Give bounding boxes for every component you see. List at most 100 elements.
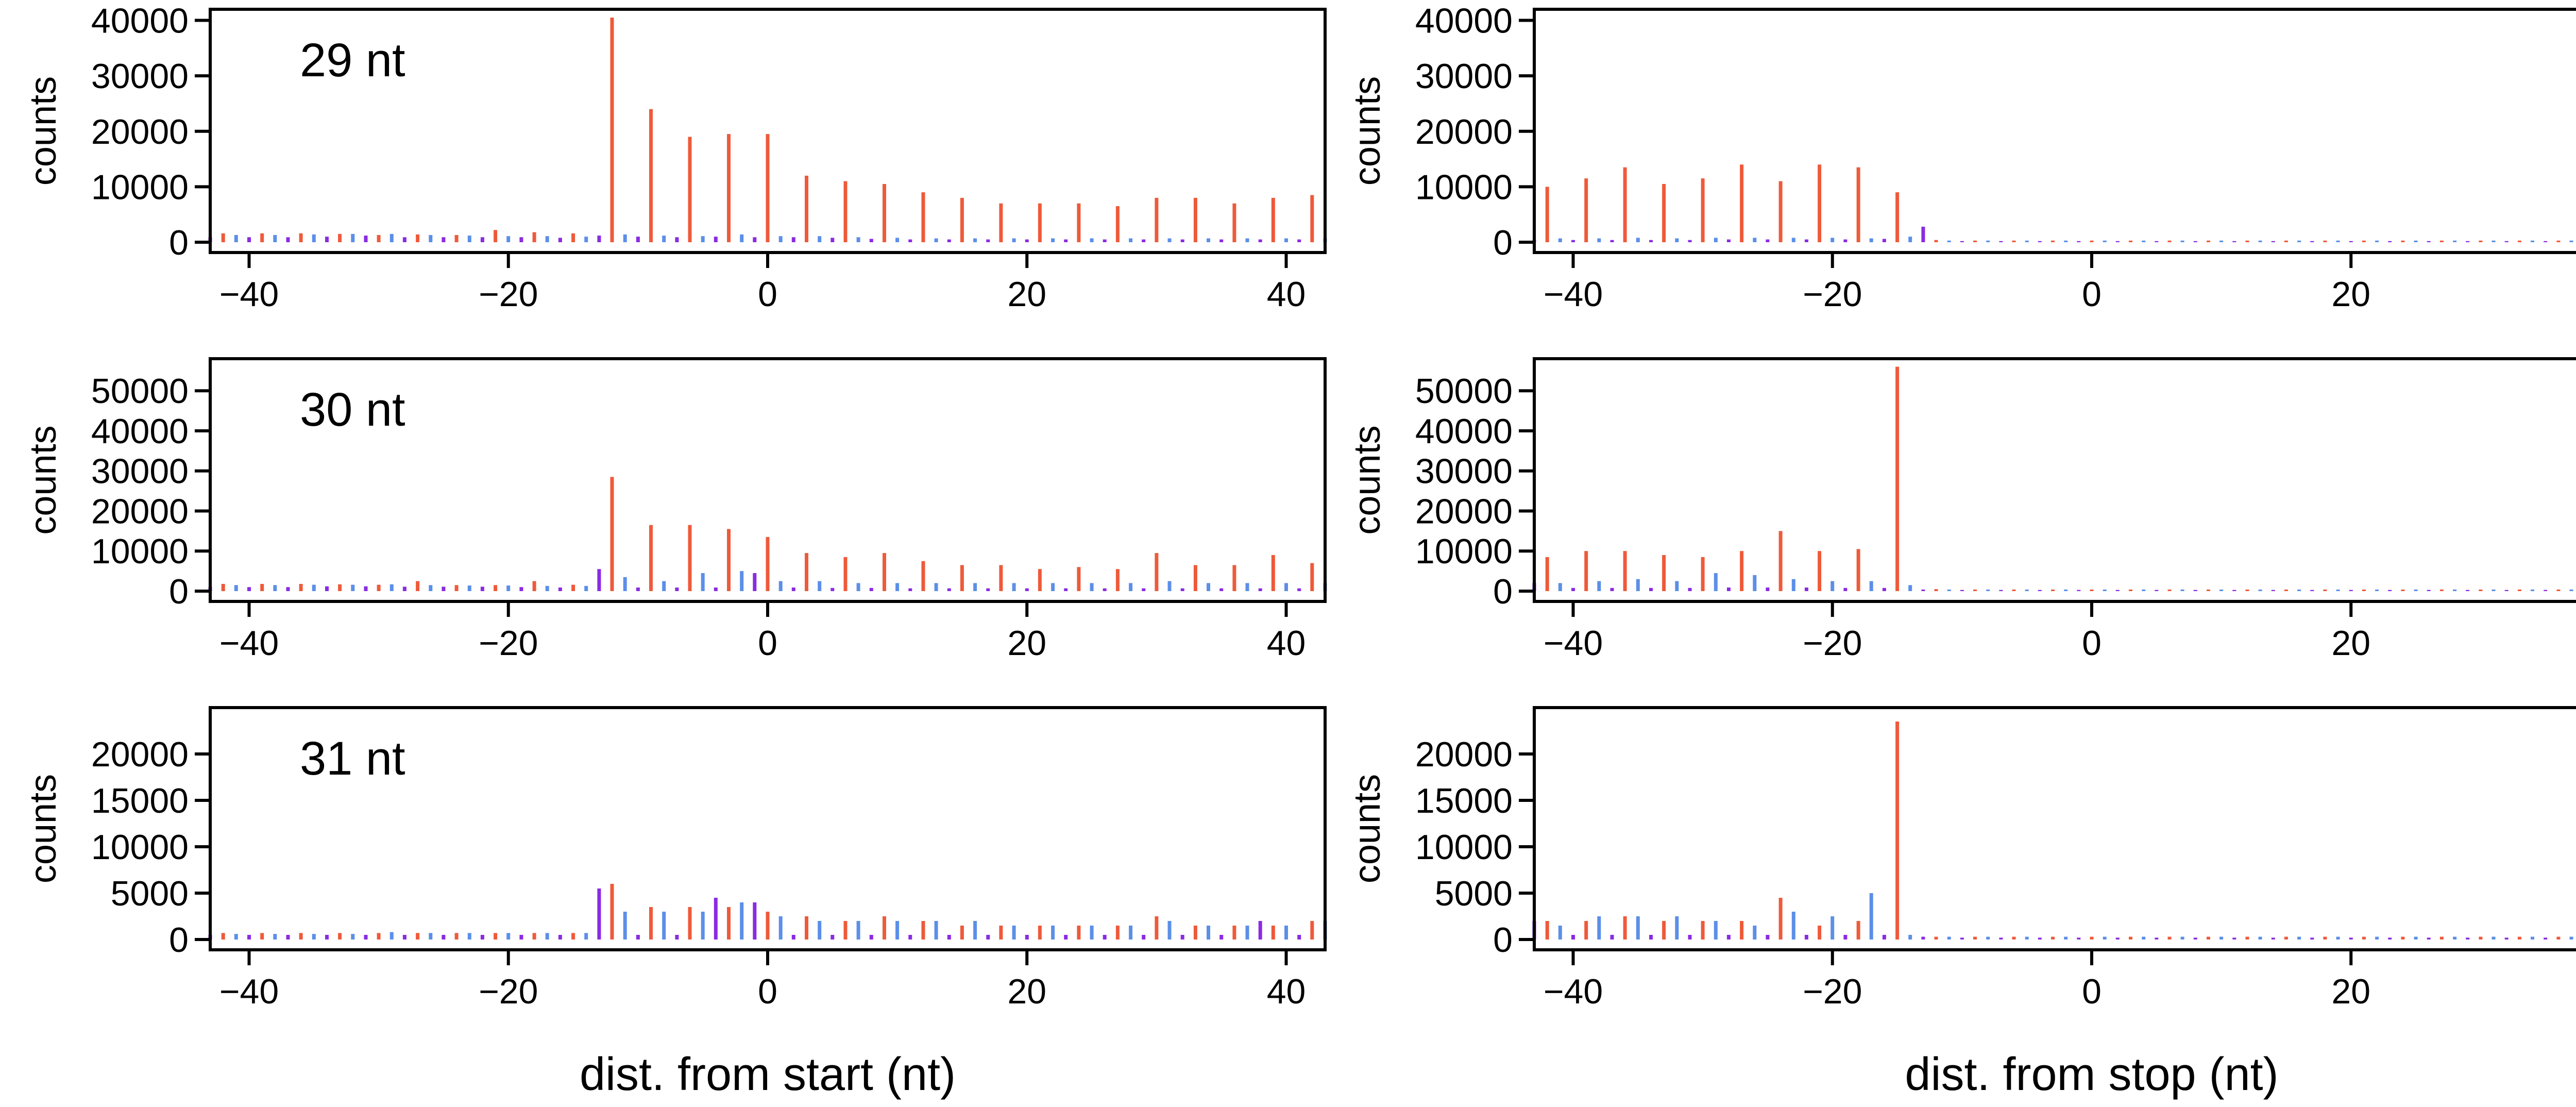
bar bbox=[1025, 935, 1029, 940]
y-tick-label: 20000 bbox=[91, 735, 189, 774]
bar bbox=[986, 588, 990, 591]
bar bbox=[402, 586, 406, 591]
bar bbox=[416, 933, 420, 940]
bar bbox=[2167, 589, 2172, 591]
bar bbox=[766, 912, 770, 940]
bar bbox=[805, 916, 808, 940]
bar bbox=[2193, 241, 2197, 242]
y-tick-label: 40000 bbox=[1415, 2, 1513, 41]
bar bbox=[389, 584, 394, 591]
bar bbox=[2012, 936, 2016, 940]
bar bbox=[260, 933, 264, 940]
bar bbox=[325, 935, 329, 940]
bar bbox=[2142, 240, 2146, 242]
bar bbox=[1740, 164, 1744, 242]
bar bbox=[1740, 551, 1744, 591]
bar bbox=[389, 932, 394, 940]
bar bbox=[351, 233, 355, 242]
bar bbox=[1636, 238, 1640, 242]
bar bbox=[2129, 936, 2132, 940]
bar bbox=[338, 933, 342, 940]
y-axis-title: counts bbox=[1347, 774, 1388, 883]
bar bbox=[2258, 589, 2262, 591]
bar bbox=[960, 565, 964, 591]
y-tick-label: 50000 bbox=[1415, 372, 1513, 411]
bar bbox=[532, 581, 536, 591]
bar bbox=[338, 584, 342, 591]
bar bbox=[1960, 241, 1964, 242]
bar bbox=[1258, 588, 1262, 591]
y-axis-title: counts bbox=[23, 425, 64, 534]
bar bbox=[351, 934, 355, 940]
bar bbox=[1064, 239, 1068, 242]
bar bbox=[2323, 240, 2327, 242]
bar bbox=[247, 587, 251, 591]
bar bbox=[2556, 936, 2561, 940]
bar bbox=[623, 234, 627, 242]
bar bbox=[519, 935, 523, 940]
bar bbox=[519, 237, 523, 242]
panel-start-29: 0 10000 20000 30000 40000 −40 −20 0 20 40 counts 29… bbox=[23, 2, 1327, 314]
bar bbox=[247, 935, 251, 940]
y-tick-label: 5000 bbox=[1435, 874, 1513, 913]
bar bbox=[2466, 241, 2470, 242]
bar bbox=[921, 921, 925, 940]
bar bbox=[740, 234, 744, 242]
y-tick-label: 15000 bbox=[91, 781, 189, 820]
bar bbox=[2401, 936, 2405, 940]
bar bbox=[545, 585, 549, 591]
y-tick-label: 10000 bbox=[1415, 167, 1513, 207]
bar bbox=[714, 237, 718, 242]
bar bbox=[675, 237, 679, 242]
x-tick-label: 20 bbox=[2331, 275, 2370, 314]
series-frame-0 bbox=[221, 18, 1314, 242]
bar bbox=[2103, 240, 2107, 242]
bar bbox=[895, 238, 900, 242]
bar bbox=[2453, 936, 2457, 940]
bar bbox=[701, 573, 705, 591]
bar bbox=[442, 586, 446, 591]
bar bbox=[1077, 567, 1081, 591]
bar bbox=[480, 935, 484, 940]
x-tick-label: 0 bbox=[2082, 972, 2102, 1011]
bar bbox=[1193, 197, 1197, 242]
series-frame-0 bbox=[1545, 722, 2561, 940]
bar bbox=[960, 197, 964, 242]
bar bbox=[2077, 937, 2081, 940]
bar bbox=[312, 584, 316, 591]
bar bbox=[1843, 588, 1848, 591]
bar bbox=[714, 588, 718, 591]
bar bbox=[675, 935, 679, 940]
bar bbox=[1843, 239, 1848, 242]
bar bbox=[2077, 241, 2081, 242]
bar bbox=[286, 587, 290, 591]
bar bbox=[2479, 936, 2483, 940]
bar bbox=[2115, 241, 2120, 242]
bar bbox=[701, 236, 705, 242]
bar bbox=[1688, 588, 1692, 591]
bar bbox=[1232, 203, 1236, 242]
bar bbox=[766, 134, 770, 242]
bar bbox=[1284, 238, 1288, 242]
bar bbox=[610, 884, 614, 940]
bar bbox=[766, 537, 770, 591]
bar bbox=[2064, 240, 2068, 242]
bar bbox=[2232, 241, 2236, 242]
bar bbox=[1960, 937, 1964, 940]
bar bbox=[1310, 195, 1314, 242]
bar bbox=[1869, 238, 1873, 242]
y-tick-label: 20000 bbox=[1415, 735, 1513, 774]
y-axis-title: counts bbox=[1347, 76, 1388, 186]
y-tick-label: 30000 bbox=[91, 57, 189, 96]
bar bbox=[1649, 240, 1653, 242]
bar bbox=[454, 933, 459, 940]
bar bbox=[467, 585, 471, 591]
bar bbox=[727, 907, 731, 940]
bar bbox=[2414, 589, 2418, 591]
bar bbox=[2466, 590, 2470, 591]
bar bbox=[494, 230, 498, 242]
bar bbox=[2427, 590, 2431, 591]
bar bbox=[973, 238, 977, 242]
bar bbox=[1701, 178, 1705, 242]
